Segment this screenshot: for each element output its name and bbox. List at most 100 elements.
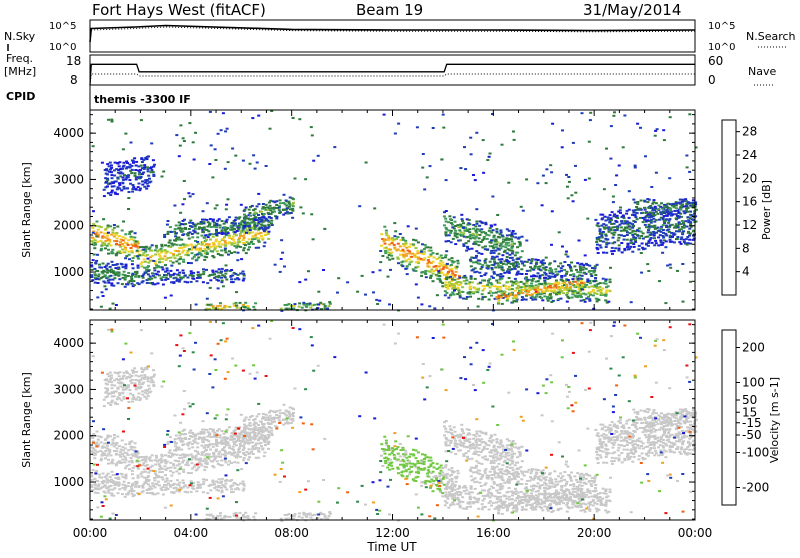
echo-cell bbox=[523, 283, 526, 285]
echo-cell bbox=[172, 472, 175, 474]
echo-cell bbox=[689, 233, 692, 235]
echo-cell bbox=[438, 262, 441, 264]
echo-cell bbox=[456, 260, 459, 262]
echo-cell bbox=[178, 482, 181, 484]
velocity-heatmap-cells bbox=[90, 320, 698, 522]
echo-cell bbox=[92, 469, 95, 471]
echo-cell bbox=[144, 461, 147, 463]
echo-cell bbox=[673, 227, 676, 229]
echo-cell bbox=[153, 164, 156, 166]
echo-cell bbox=[408, 263, 411, 265]
echo-cell bbox=[215, 441, 218, 443]
echo-cell bbox=[225, 279, 228, 281]
echo-cell bbox=[480, 228, 483, 230]
echo-cell bbox=[291, 420, 294, 422]
echo-cell bbox=[209, 111, 212, 113]
echo-cell bbox=[94, 282, 97, 284]
echo-cell bbox=[298, 516, 301, 518]
echo-cell bbox=[161, 261, 164, 263]
echo-cell bbox=[328, 511, 331, 513]
echo-cell bbox=[245, 428, 248, 430]
echo-cell bbox=[196, 232, 199, 234]
echo-cell bbox=[445, 437, 448, 439]
echo-cell bbox=[180, 239, 183, 241]
echo-cell bbox=[645, 226, 648, 228]
echo-cell bbox=[124, 496, 127, 498]
echo-cell bbox=[460, 214, 463, 216]
echo-cell bbox=[248, 456, 251, 458]
echo-cell bbox=[140, 475, 143, 477]
echo-cell bbox=[416, 126, 419, 128]
echo-cell bbox=[390, 255, 393, 257]
echo-cell bbox=[630, 238, 633, 240]
echo-cell bbox=[184, 437, 187, 439]
echo-cell bbox=[124, 251, 127, 253]
echo-cell bbox=[483, 288, 486, 290]
echo-cell bbox=[147, 278, 150, 280]
echo-cell bbox=[235, 444, 238, 446]
echo-cell bbox=[215, 231, 218, 233]
echo-cell bbox=[106, 173, 109, 175]
echo-cell bbox=[506, 298, 509, 300]
echo-cell bbox=[100, 441, 103, 443]
echo-cell bbox=[94, 483, 97, 485]
echo-cell bbox=[453, 426, 456, 428]
echo-cell bbox=[118, 165, 121, 167]
echo-cell bbox=[528, 259, 531, 261]
echo-cell bbox=[469, 291, 472, 293]
echo-cell bbox=[603, 188, 606, 190]
echo-cell bbox=[657, 205, 660, 207]
echo-cell bbox=[178, 263, 181, 265]
echo-cell bbox=[414, 270, 417, 272]
echo-cell bbox=[160, 248, 163, 250]
echo-cell bbox=[390, 462, 393, 464]
echo-cell bbox=[531, 293, 534, 295]
echo-cell bbox=[486, 284, 489, 286]
echo-cell bbox=[226, 437, 229, 439]
echo-cell bbox=[112, 462, 115, 464]
echo-cell bbox=[456, 224, 459, 226]
echo-cell bbox=[100, 436, 103, 438]
echo-cell bbox=[260, 437, 263, 439]
echo-cell bbox=[197, 271, 200, 273]
echo-cell bbox=[162, 171, 165, 173]
echo-cell bbox=[132, 186, 135, 188]
echo-cell bbox=[429, 247, 432, 249]
echo-cell bbox=[388, 239, 391, 241]
echo-cell bbox=[495, 449, 498, 451]
echo-cell bbox=[478, 260, 481, 262]
echo-cell bbox=[260, 211, 263, 213]
echo-cell bbox=[202, 273, 205, 275]
echo-cell bbox=[601, 293, 604, 295]
echo-cell bbox=[657, 236, 660, 238]
echo-cell bbox=[512, 230, 515, 232]
echo-cell bbox=[584, 301, 587, 303]
echo-cell bbox=[581, 275, 584, 277]
power-heatmap-cells bbox=[90, 110, 698, 312]
echo-cell bbox=[422, 153, 425, 155]
echo-cell bbox=[456, 287, 459, 289]
echo-cell bbox=[106, 178, 109, 180]
echo-cell bbox=[663, 215, 666, 217]
echo-cell bbox=[466, 439, 469, 441]
echo-cell bbox=[534, 289, 537, 291]
echo-cell bbox=[514, 254, 517, 256]
echo-cell bbox=[609, 281, 612, 283]
echo-cell bbox=[227, 232, 230, 234]
echo-cell bbox=[686, 244, 689, 246]
echo-cell bbox=[133, 284, 136, 286]
echo-cell bbox=[507, 182, 510, 184]
echo-cell bbox=[146, 282, 149, 284]
echo-cell bbox=[294, 303, 297, 305]
echo-cell bbox=[309, 307, 312, 309]
echo-cell bbox=[595, 241, 598, 243]
echo-cell bbox=[448, 284, 451, 286]
echo-cell bbox=[482, 441, 485, 443]
echo-cell bbox=[451, 268, 454, 270]
echo-cell bbox=[464, 168, 467, 170]
echo-cell bbox=[476, 234, 479, 236]
echo-cell bbox=[203, 458, 206, 460]
echo-cell bbox=[384, 243, 387, 245]
echo-cell bbox=[653, 199, 656, 201]
echo-cell bbox=[199, 484, 202, 486]
